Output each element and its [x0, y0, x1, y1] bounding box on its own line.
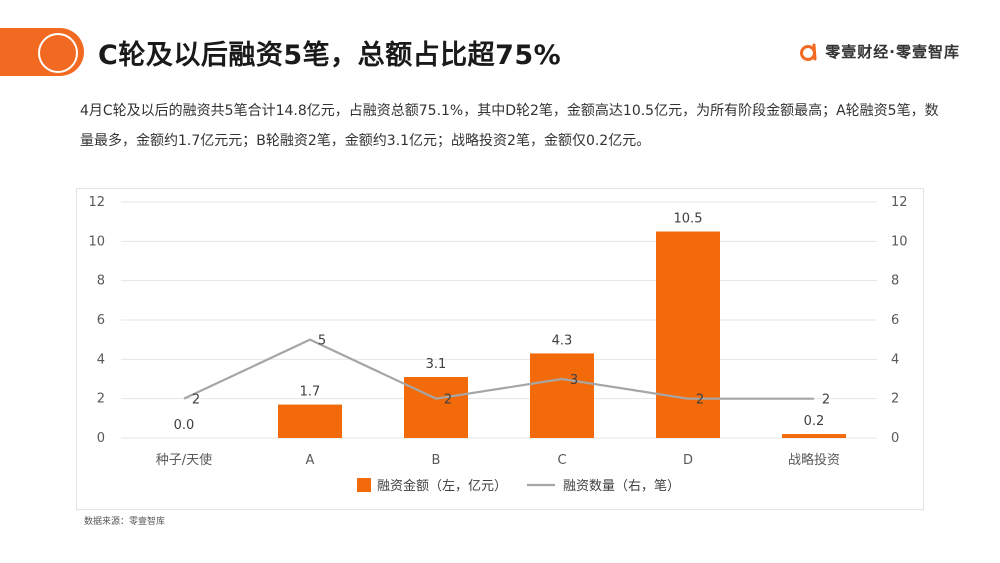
brand-name: 零壹财经·零壹智库: [825, 43, 960, 61]
line-value-label: 2: [822, 393, 830, 408]
line-value-label: 2: [192, 393, 200, 408]
y-right-tick-label: 6: [891, 313, 899, 328]
y-left-tick-label: 8: [97, 274, 105, 289]
x-tick-label: B: [432, 453, 441, 468]
x-tick-label: C: [557, 453, 566, 468]
bar-value-label: 4.3: [552, 333, 573, 348]
bar: [530, 353, 594, 438]
bar-value-label: 10.5: [674, 212, 703, 227]
y-right-tick-label: 12: [891, 195, 908, 210]
x-tick-label: 种子/天使: [156, 452, 212, 468]
y-right-tick-label: 2: [891, 392, 899, 407]
y-left-tick-label: 0: [97, 431, 105, 446]
y-left-tick-label: 12: [88, 195, 105, 210]
count-series-line: [183, 338, 814, 400]
funding-stage-chart: 0 2 4 6 8 10 12 0 2 4 6 8 10 12 0.0 1.7 3.1 4.3 10.5 0.2 种子/…: [88, 195, 908, 494]
data-source: 数据来源：零壹智库: [84, 517, 166, 527]
y-right-tick-label: 10: [891, 234, 908, 249]
brand: 零壹财经·零壹智库: [799, 41, 960, 62]
bar-value-label: 0.2: [804, 414, 825, 429]
legend-bar-swatch: [357, 478, 371, 492]
bar-value-label: 1.7: [300, 385, 321, 400]
y-left-tick-label: 6: [97, 313, 105, 328]
page-title: C轮及以后融资5笔，总额占比超75%: [98, 40, 562, 71]
chart-container: 0 2 4 6 8 10 12 0 2 4 6 8 10 12 0.0 1.7 3.1 4.3 10.5 0.2 种子/…: [76, 188, 924, 510]
brand-logo-icon: [800, 43, 817, 61]
y-left-tick-label: 4: [97, 352, 105, 367]
bar: [404, 377, 468, 438]
line-value-label: 5: [318, 334, 326, 349]
x-tick-label: D: [683, 453, 693, 468]
line-value-label: 2: [696, 393, 704, 408]
y-right-tick-label: 4: [891, 352, 899, 367]
y-left-tick-label: 10: [88, 234, 105, 249]
bar-value-label: 3.1: [426, 357, 447, 372]
x-tick-label: A: [306, 453, 315, 468]
line-value-label: 2: [444, 393, 452, 408]
x-tick-label: 战略投资: [788, 452, 840, 468]
bar: [656, 231, 720, 438]
summary-text: 4月C轮及以后的融资共5笔合计14.8亿元，占融资总额75.1%，其中D轮2笔，…: [80, 103, 939, 149]
y-left-tick-label: 2: [97, 392, 105, 407]
bar: [278, 404, 342, 438]
title-circle-icon: [38, 33, 78, 73]
y-right-tick-label: 0: [891, 431, 899, 446]
line-value-label: 3: [570, 373, 578, 388]
bar: [782, 434, 846, 438]
bar-value-label: 0.0: [174, 418, 195, 433]
legend-line-label: 融资数量（右，笔）: [563, 478, 680, 494]
y-right-tick-label: 8: [891, 274, 899, 289]
legend-bar-label: 融资金额（左，亿元）: [377, 478, 507, 494]
